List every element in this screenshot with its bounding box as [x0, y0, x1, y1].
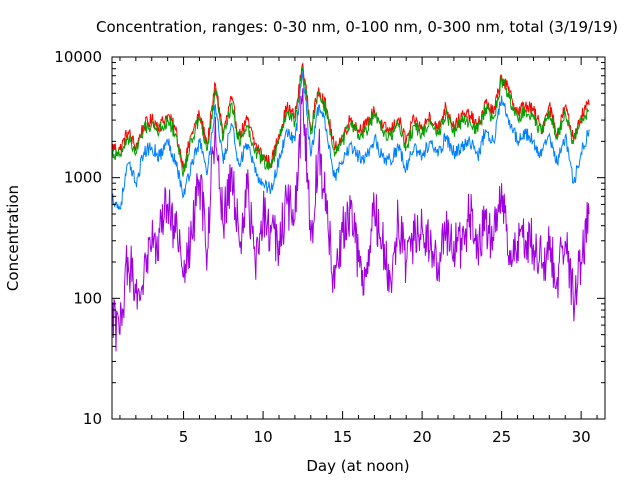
x-tick-label: 15 — [333, 428, 352, 446]
y-tick-label: 10000 — [54, 48, 102, 66]
y-tick-label: 1000 — [64, 169, 102, 187]
y-tick-label: 100 — [73, 289, 102, 307]
x-tick-label: 5 — [179, 428, 189, 446]
series-line-4 — [111, 88, 590, 352]
x-tick-label: 20 — [413, 428, 432, 446]
x-tick-label: 30 — [572, 428, 591, 446]
chart-title: Concentration, ranges: 0-30 nm, 0-100 nm… — [96, 18, 618, 36]
y-tick-label: 10 — [83, 410, 102, 428]
x-axis-label: Day (at noon) — [306, 457, 409, 475]
series-lines — [111, 61, 590, 352]
ticks: 5 10 15 20 25 30 10 100 1000 10000 — [54, 48, 605, 446]
x-tick-label: 25 — [492, 428, 511, 446]
x-tick-label: 10 — [254, 428, 273, 446]
y-axis-label: Concentration — [4, 185, 22, 291]
series-line-3 — [111, 72, 590, 210]
plot-frame — [111, 56, 606, 420]
series-line-2 — [111, 66, 590, 177]
